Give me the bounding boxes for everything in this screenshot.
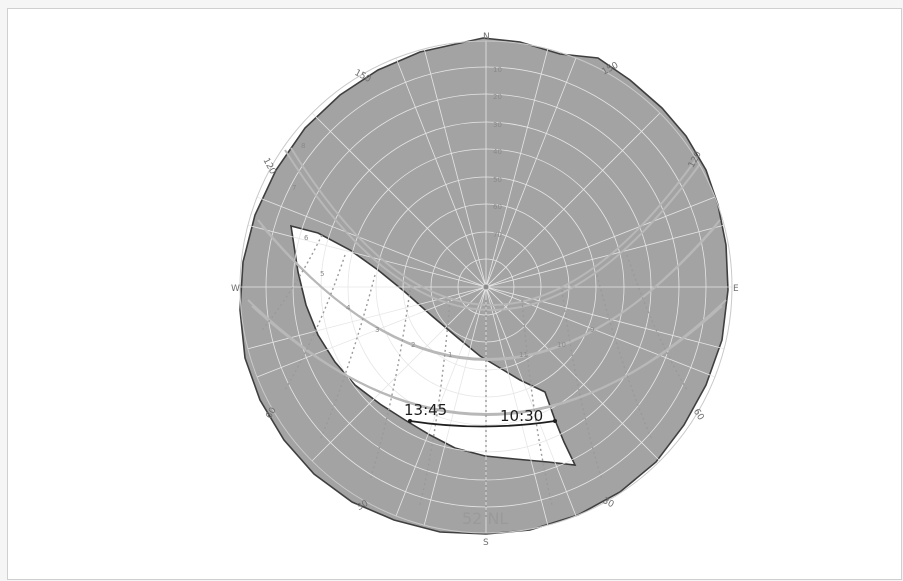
ring-label-30: 30 [493,121,502,129]
hour-label-2: 2 [411,341,415,349]
end-time-marker [553,419,557,423]
azimuth-label-ssw: 30 [355,499,370,513]
ring-label-40: 40 [493,148,502,156]
south-label: S [483,538,489,548]
east-label: E [733,284,739,294]
hour-lines [261,234,688,520]
azimuth-label-sse: 30 [601,496,616,510]
start-time-label: 13:45 [404,401,447,419]
latitude-label: 52 NL [462,509,508,528]
hour-label-3: 3 [375,326,379,334]
west-label: W [231,284,240,294]
polar-grid [240,41,732,533]
ring-labels: 10 20 30 40 50 60 70 [493,66,502,239]
hour-label-9: 9 [590,326,594,334]
shading-period-line [409,420,556,428]
zenith-point [483,284,489,290]
ring-label-10: 10 [493,66,502,74]
hour-label-7: 7 [292,184,296,192]
end-time-label: 10:30 [500,407,543,425]
hour-labels: 1 2 3 4 5 6 7 8 9 10 11 [292,142,594,359]
hour-label-4: 4 [346,304,351,312]
start-time-marker [408,419,412,423]
hour-label-5: 5 [320,270,324,278]
sky-window [290,224,577,466]
hour-label-10: 10 [557,341,566,349]
hour-label-6: 6 [304,234,309,242]
hour-label-1: 1 [448,351,452,359]
hour-label-11: 11 [519,351,528,359]
hour-label-8: 8 [301,142,305,150]
ring-label-60: 60 [493,203,502,211]
ring-label-20: 20 [493,93,502,101]
outer-ring [239,40,733,534]
north-label: N [483,32,490,42]
sun-tracks [247,147,727,416]
ring-label-50: 50 [493,176,502,184]
ring-label-70: 70 [493,231,502,239]
